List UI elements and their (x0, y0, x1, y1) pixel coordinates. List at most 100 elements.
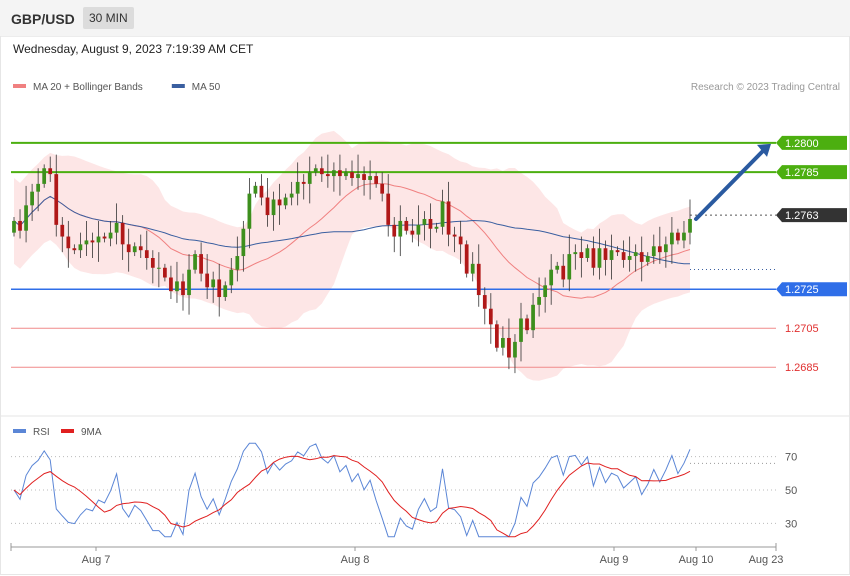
candle-body (271, 199, 276, 216)
candle-body (259, 185, 264, 198)
candle-body (114, 222, 119, 233)
candle-body (458, 236, 463, 245)
candle-body (464, 244, 469, 274)
candle-body (138, 246, 143, 251)
candle-body (126, 244, 131, 253)
candle-body (525, 318, 529, 331)
candle-body (368, 176, 372, 180)
candle-body (645, 256, 650, 262)
candle-body (181, 281, 185, 296)
x-tick-label-3: Aug 10 (679, 554, 714, 566)
candle-body (169, 277, 173, 292)
rsi-panel: RSI 9MA 70 50 30 (11, 427, 797, 538)
candle-body (72, 248, 77, 251)
candle-body (235, 256, 240, 270)
price-tag-2 (776, 208, 847, 223)
candle-body (615, 250, 620, 253)
timeframe-button[interactable]: 30 MIN (83, 7, 134, 29)
rsi-ma-line (13, 455, 691, 538)
moving-averages (13, 183, 775, 299)
candle-body (537, 297, 541, 305)
candle-body (84, 240, 89, 245)
candle-body (434, 226, 439, 229)
candle-body (488, 308, 493, 325)
candle-body (283, 197, 288, 206)
candle-body (54, 174, 59, 225)
candle-body (591, 248, 596, 268)
candle-body (446, 201, 451, 235)
candle-body (573, 252, 578, 255)
candle-body (567, 254, 572, 280)
symbol-label: GBP/USD (11, 11, 75, 27)
candle-body (386, 193, 391, 225)
price-tag-3 (776, 282, 847, 297)
candle-body (603, 248, 608, 260)
candle-body (24, 205, 28, 231)
rsi-legend-label-1: 9MA (81, 427, 102, 438)
candle-body (42, 168, 47, 184)
chart-timestamp: Wednesday, August 9, 2023 7:19:39 AM CET (13, 42, 254, 56)
candle-body (211, 279, 216, 288)
candle-body (657, 246, 662, 253)
candle-body (289, 193, 294, 198)
candle-body (452, 234, 457, 237)
candle-body (295, 181, 300, 194)
candle-body (494, 324, 499, 348)
candle-body (325, 174, 330, 177)
x-tick-label-4: Aug 23 (749, 554, 784, 566)
candle-body (676, 232, 680, 241)
candle-body (301, 181, 306, 184)
candle-body (513, 341, 517, 358)
rsi-line (13, 442, 691, 538)
candle-body (549, 269, 554, 286)
x-tick-label-0: Aug 7 (82, 554, 111, 566)
candle-body (416, 224, 421, 235)
top-bar: GBP/USD 30 MIN (0, 0, 850, 37)
candle-body (579, 252, 584, 258)
ma50-line (13, 195, 691, 265)
candle-body (48, 168, 53, 175)
candle-body (374, 176, 379, 184)
price-tag-label-1: 1.2785 (785, 167, 819, 179)
candle-body (651, 246, 656, 257)
candle-body (307, 172, 312, 184)
candle-body (670, 232, 674, 245)
x-tick-label-2: Aug 9 (600, 554, 629, 566)
candle-body (96, 236, 101, 243)
candle-body (247, 193, 252, 229)
price-tag-label-5: 1.2685 (785, 362, 819, 374)
candle-body (350, 172, 354, 179)
candle-body (410, 230, 415, 235)
candle-body (12, 220, 16, 233)
candle-body (688, 218, 692, 233)
candle-body (187, 269, 191, 296)
candle-body (90, 240, 95, 243)
candle-body (639, 252, 644, 262)
legend-label-1: MA 50 (192, 82, 221, 93)
copyright-watermark: Research © 2023 Trading Central (691, 82, 840, 93)
candle-body (150, 258, 155, 268)
candle-body (338, 170, 342, 177)
candle-body (476, 263, 481, 296)
candle-body (470, 263, 475, 274)
candle-body (621, 252, 626, 260)
candle-body (332, 170, 336, 177)
rsi-level-label-2: 30 (785, 518, 797, 530)
price-tags: 1.2800 1.2785 1.2763 1.2725 1.2705 1.2685 (694, 135, 847, 374)
x-tick-label-1: Aug 8 (341, 554, 370, 566)
candle-body (344, 172, 348, 177)
candle-body (175, 281, 179, 292)
candle-body (36, 183, 41, 192)
candle-body (543, 285, 548, 298)
candle-body (555, 265, 560, 270)
candle-body (561, 265, 566, 280)
candle-body (18, 220, 22, 231)
candle-body (163, 267, 167, 278)
rsi-level-label-1: 50 (785, 485, 797, 497)
candle-body (132, 246, 137, 253)
candle-body (482, 295, 487, 309)
candle-body (253, 185, 258, 194)
candle-body (585, 248, 590, 258)
price-tag-label-3: 1.2725 (785, 284, 819, 296)
candle-body (392, 224, 397, 237)
